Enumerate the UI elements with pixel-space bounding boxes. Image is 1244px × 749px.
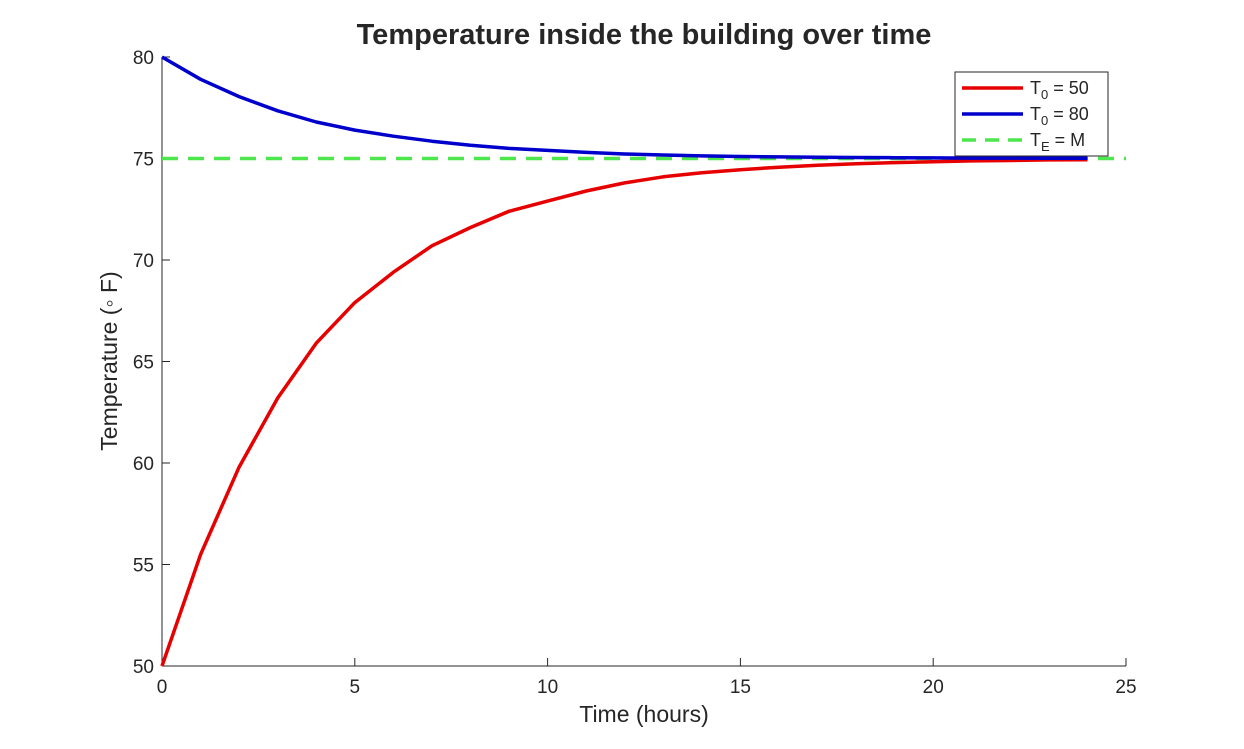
x-tick-label: 15	[730, 677, 751, 698]
y-tick-label: 60	[133, 454, 154, 475]
x-tick-label: 0	[157, 677, 168, 698]
x-axis-label: Time (hours)	[579, 701, 709, 727]
legend-label: TE = M	[1030, 130, 1085, 154]
y-tick-label: 65	[133, 353, 154, 374]
x-tick-label: 5	[350, 677, 361, 698]
y-axis-label: Temperature (◦ F)	[96, 271, 122, 450]
y-tick-label: 75	[133, 150, 154, 171]
y-tick-label: 80	[133, 48, 154, 69]
y-tick-label: 50	[133, 657, 154, 678]
legend-label: T0 = 80	[1030, 104, 1089, 128]
x-tick-label: 25	[1115, 677, 1136, 698]
chart-title: Temperature inside the building over tim…	[357, 19, 932, 51]
series-line-1	[161, 55, 1088, 161]
legend-label: T0 = 50	[1030, 78, 1089, 102]
y-tick-label: 70	[133, 251, 154, 272]
x-tick-label: 10	[537, 677, 558, 698]
x-tick-label: 20	[923, 677, 944, 698]
series-line-0	[160, 157, 1088, 667]
y-tick-label: 55	[133, 556, 154, 577]
plot-area: 0 5 10 15 20 25 50 55 60 65 70 75 80	[133, 48, 1137, 698]
